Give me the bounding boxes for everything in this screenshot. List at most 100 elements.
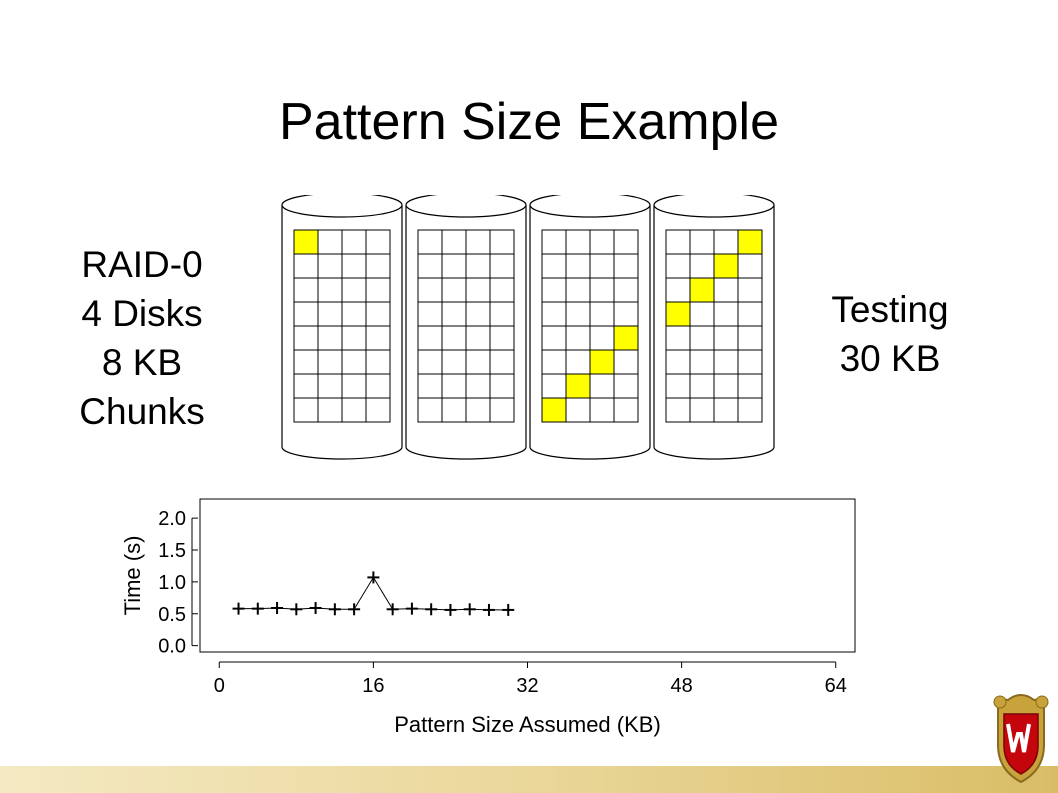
chunks-text: Chunks	[79, 391, 205, 432]
chunk-cell	[689, 229, 715, 255]
chunk-cell	[565, 325, 591, 351]
chunk-cell	[441, 277, 467, 303]
chunk-cell	[565, 253, 591, 279]
testing-size-label: Testing 30 KB	[800, 285, 980, 383]
chunk-cell-highlighted	[713, 253, 739, 279]
chunk-cell	[293, 397, 319, 423]
data-point-marker	[328, 603, 341, 616]
chunk-cell	[489, 277, 515, 303]
chunk-cell	[441, 325, 467, 351]
chunk-cell	[489, 253, 515, 279]
chunk-cell	[589, 277, 615, 303]
chunk-cell	[613, 301, 639, 327]
chunk-cell	[341, 301, 367, 327]
chunk-cell	[317, 277, 343, 303]
chunk-cell	[465, 349, 491, 375]
chunk-cell	[341, 325, 367, 351]
chunk-cell	[365, 373, 391, 399]
chunk-cell	[417, 373, 443, 399]
disk-top	[653, 195, 775, 218]
chunk-cell	[365, 397, 391, 423]
chunk-cell	[665, 277, 691, 303]
chunk-cell	[441, 373, 467, 399]
raid-level-text: RAID-0	[81, 244, 203, 285]
chunk-cell	[713, 229, 739, 255]
data-series	[232, 571, 515, 616]
x-tick-label: 32	[516, 675, 538, 697]
chunk-cell	[341, 229, 367, 255]
chunk-cell	[713, 325, 739, 351]
chunk-cell	[713, 277, 739, 303]
chunk-cell	[465, 373, 491, 399]
chunk-cell	[317, 373, 343, 399]
chunk-cell	[737, 373, 763, 399]
chunk-cell	[465, 229, 491, 255]
raid-disks-diagram	[281, 195, 775, 460]
chunk-cell	[365, 325, 391, 351]
chunk-cell	[489, 301, 515, 327]
chunk-cell	[589, 325, 615, 351]
chunk-cell	[541, 349, 567, 375]
chunk-cell	[665, 253, 691, 279]
testing-size-text: 30 KB	[839, 338, 941, 379]
chunk-cell	[713, 301, 739, 327]
data-point-marker	[232, 602, 245, 615]
chunk-cell	[613, 349, 639, 375]
chunk-cell	[417, 229, 443, 255]
chunk-cell	[665, 373, 691, 399]
chunk-cell	[341, 397, 367, 423]
data-point-marker	[444, 603, 457, 616]
chunk-cell	[465, 301, 491, 327]
data-point-marker	[348, 603, 361, 616]
chunk-cell	[317, 301, 343, 327]
chunk-cell	[541, 229, 567, 255]
chunk-cell	[565, 301, 591, 327]
x-tick-label: 48	[670, 675, 692, 697]
testing-text: Testing	[831, 289, 949, 330]
chunk-cell	[613, 253, 639, 279]
data-point-marker	[367, 571, 380, 584]
chart-y-axis-label: Time (s)	[120, 536, 145, 616]
chunk-cell	[417, 277, 443, 303]
x-tick-label: 16	[362, 675, 384, 697]
chunk-cell-highlighted	[613, 325, 639, 351]
disk-top	[529, 195, 651, 218]
chunk-cell	[317, 349, 343, 375]
chunk-cell	[665, 229, 691, 255]
chunk-cell	[489, 325, 515, 351]
university-crest-logo	[993, 694, 1049, 784]
chunk-cell	[565, 349, 591, 375]
chunk-cell	[293, 349, 319, 375]
data-point-marker	[425, 603, 438, 616]
chunk-cell	[293, 277, 319, 303]
chunk-cell	[689, 373, 715, 399]
chunk-cell	[589, 301, 615, 327]
chunk-cell	[317, 397, 343, 423]
chunk-cell	[665, 325, 691, 351]
chunk-cell	[365, 349, 391, 375]
pattern-size-chart: Time (s) Pattern Size Assumed (KB) 0.00.…	[120, 498, 856, 737]
chunk-cell	[365, 229, 391, 255]
chunk-cell	[465, 253, 491, 279]
chunk-cell	[489, 397, 515, 423]
slide-title: Pattern Size Example	[278, 93, 780, 151]
chunk-cell	[689, 397, 715, 423]
chunk-cell	[417, 325, 443, 351]
chunk-cell	[541, 301, 567, 327]
chunk-cell	[737, 397, 763, 423]
chunk-cell	[737, 349, 763, 375]
chunk-cell	[489, 349, 515, 375]
chunk-cell	[465, 277, 491, 303]
chunk-cell	[293, 325, 319, 351]
y-tick-label: 1.5	[158, 540, 186, 562]
chunk-cell	[441, 301, 467, 327]
data-point-marker	[251, 602, 264, 615]
y-axis: 0.0 0.5 1.0 1.5 2.0	[158, 508, 198, 658]
plot-frame	[199, 498, 856, 653]
disk-1	[281, 195, 403, 460]
chunk-cell	[541, 325, 567, 351]
chunk-cell	[417, 301, 443, 327]
chunk-cell-highlighted	[541, 397, 567, 423]
chunk-cell	[365, 277, 391, 303]
chunk-cell	[441, 349, 467, 375]
